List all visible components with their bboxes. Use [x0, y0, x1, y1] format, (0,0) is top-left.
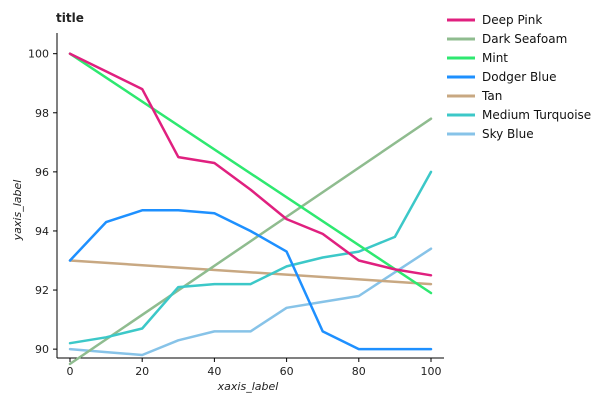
series-line-medium-turquoise	[68, 170, 433, 345]
x-tick-label: 40	[207, 365, 221, 378]
y-tick-label: 94	[35, 225, 49, 238]
series-line-dark-seafoam	[68, 117, 433, 366]
chart-title: title	[56, 11, 84, 25]
x-tick-label: 60	[280, 365, 294, 378]
y-axis-label: yaxis_label	[11, 180, 24, 242]
y-tick-label: 90	[35, 343, 49, 356]
legend-label-mint: Mint	[482, 51, 508, 65]
legend: Deep Pink Dark Seafoam Mint Dodger Blue Tan M…	[447, 13, 591, 141]
legend-label-tan: Tan	[481, 89, 502, 103]
series-line-deep-pink	[68, 52, 433, 277]
series-line-tan	[68, 259, 433, 286]
x-tick-label: 20	[135, 365, 149, 378]
legend-label-deep-pink: Deep Pink	[482, 13, 542, 27]
series-line-mint	[68, 52, 433, 295]
series-layer	[68, 52, 433, 366]
legend-label-sky-blue: Sky Blue	[482, 127, 534, 141]
series-line-sky-blue	[68, 247, 433, 357]
y-tick-label: 92	[35, 284, 49, 297]
legend-label-dodger-blue: Dodger Blue	[482, 70, 557, 84]
legend-label-dark-seafoam: Dark Seafoam	[482, 32, 567, 46]
series-line-dodger-blue	[68, 209, 433, 351]
y-tick-label: 100	[28, 48, 49, 61]
x-axis-label: xaxis_label	[217, 380, 279, 393]
x-tick-label: 100	[421, 365, 442, 378]
y-tick-label: 98	[35, 107, 49, 120]
x-tick-label: 0	[67, 365, 74, 378]
legend-label-medium-turquoise: Medium Turquoise	[482, 108, 591, 122]
x-tick-label: 80	[352, 365, 366, 378]
y-tick-label: 96	[35, 166, 49, 179]
axes: 90 92 94 96 98 100 0 20 40 60 80 100	[28, 33, 444, 378]
